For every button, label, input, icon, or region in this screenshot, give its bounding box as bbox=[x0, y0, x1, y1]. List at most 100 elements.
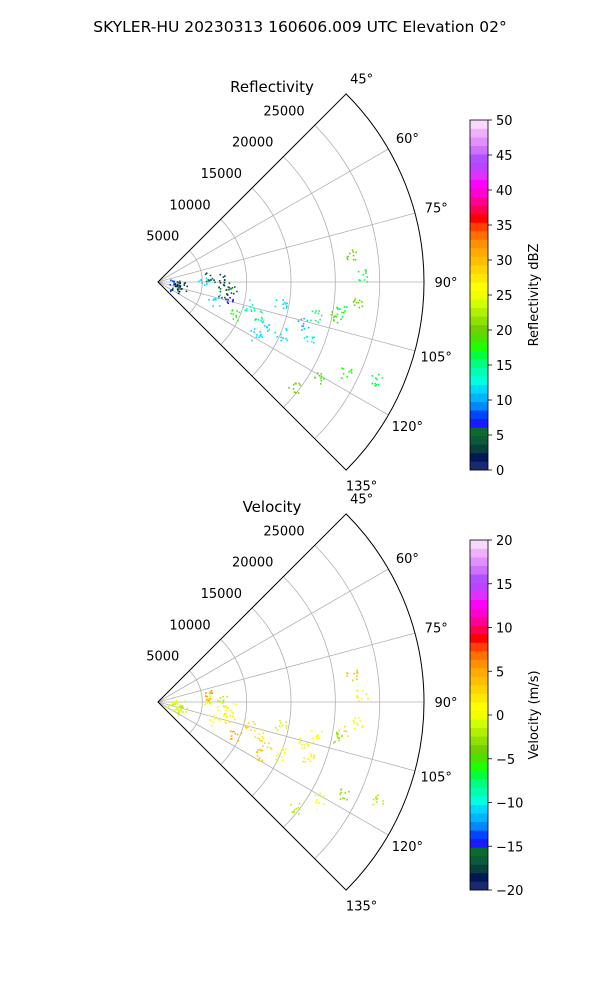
data-point bbox=[294, 382, 297, 385]
colorbar-swatch bbox=[470, 154, 488, 163]
data-point bbox=[377, 384, 380, 386]
colorbar-swatch bbox=[470, 804, 488, 814]
data-point bbox=[375, 795, 378, 798]
data-point bbox=[236, 290, 238, 293]
data-point bbox=[350, 368, 353, 371]
colorbar-swatch bbox=[470, 761, 488, 771]
data-point bbox=[214, 717, 216, 719]
data-point bbox=[228, 721, 231, 723]
data-point bbox=[244, 719, 246, 721]
theta-grid-line bbox=[157, 632, 416, 703]
colorbar-tick-label: 10 bbox=[496, 622, 513, 637]
data-point bbox=[283, 301, 286, 304]
data-point bbox=[342, 368, 345, 370]
data-point bbox=[218, 295, 220, 298]
data-point bbox=[282, 337, 284, 339]
colorbar-tick-label: 0 bbox=[496, 709, 504, 724]
data-point bbox=[374, 385, 377, 387]
data-point bbox=[261, 759, 264, 762]
data-point bbox=[333, 316, 335, 319]
data-point bbox=[280, 750, 283, 753]
data-point bbox=[172, 280, 174, 282]
data-point bbox=[320, 383, 322, 385]
data-point bbox=[244, 725, 247, 728]
data-point bbox=[303, 328, 306, 330]
colorbar-swatch bbox=[470, 213, 488, 223]
data-point bbox=[259, 335, 262, 337]
data-point bbox=[253, 328, 256, 330]
theta-tick-label: 75° bbox=[425, 202, 448, 217]
data-point bbox=[254, 319, 256, 321]
data-point bbox=[336, 731, 338, 734]
data-point bbox=[177, 702, 179, 705]
data-point bbox=[320, 377, 322, 380]
colorbar-tick-label: 15 bbox=[496, 359, 513, 374]
data-point bbox=[174, 283, 176, 286]
data-point bbox=[169, 284, 172, 286]
data-point bbox=[285, 727, 288, 729]
data-point bbox=[337, 737, 340, 739]
colorbar-swatch bbox=[470, 625, 488, 635]
data-point bbox=[365, 272, 367, 274]
colorbar-swatch bbox=[470, 599, 488, 609]
data-point bbox=[219, 273, 222, 276]
data-point bbox=[357, 696, 359, 699]
data-point bbox=[208, 714, 211, 716]
data-point bbox=[235, 703, 237, 706]
data-point bbox=[267, 742, 270, 745]
data-point bbox=[234, 286, 236, 288]
data-point bbox=[211, 724, 213, 727]
data-point bbox=[218, 280, 221, 282]
data-point bbox=[279, 725, 281, 727]
data-point bbox=[375, 797, 377, 799]
data-point bbox=[350, 369, 352, 372]
data-point bbox=[236, 733, 239, 736]
data-point bbox=[200, 279, 202, 282]
data-point bbox=[228, 282, 231, 284]
data-point bbox=[355, 301, 358, 304]
data-point bbox=[299, 384, 302, 386]
data-point bbox=[313, 336, 316, 338]
data-point bbox=[258, 733, 261, 735]
chart-panels: Reflectivity 45°60°75°90°105°120°135°5000… bbox=[146, 72, 542, 914]
data-point bbox=[377, 794, 379, 796]
data-point bbox=[262, 745, 264, 747]
data-point bbox=[356, 695, 358, 697]
data-point bbox=[219, 282, 222, 284]
colorbar-swatch bbox=[470, 145, 488, 155]
data-point bbox=[338, 729, 340, 732]
data-point bbox=[339, 798, 342, 800]
radial-tick-label: 10000 bbox=[169, 618, 210, 633]
data-point bbox=[235, 316, 238, 319]
data-point bbox=[207, 697, 210, 700]
data-point bbox=[182, 711, 184, 713]
data-point bbox=[280, 336, 282, 339]
data-point bbox=[336, 321, 339, 324]
data-point bbox=[310, 753, 312, 756]
data-point bbox=[175, 700, 177, 703]
data-point bbox=[357, 270, 360, 273]
data-point bbox=[211, 277, 214, 280]
data-point bbox=[356, 671, 359, 674]
data-point bbox=[303, 744, 306, 746]
data-point bbox=[307, 758, 309, 760]
data-point bbox=[315, 799, 318, 801]
data-point bbox=[178, 284, 180, 286]
data-point bbox=[180, 288, 182, 290]
data-point bbox=[344, 792, 347, 794]
colorbar-swatch bbox=[470, 633, 488, 643]
data-point bbox=[181, 288, 183, 290]
data-point bbox=[340, 789, 342, 791]
data-point bbox=[205, 272, 208, 274]
theta-grid-line bbox=[157, 568, 389, 703]
colorbar-swatch bbox=[470, 427, 488, 437]
data-point bbox=[218, 297, 220, 299]
data-point bbox=[315, 310, 317, 312]
colorbar-swatch bbox=[470, 418, 488, 428]
theta-grid-line bbox=[157, 148, 389, 283]
data-point bbox=[356, 678, 358, 681]
data-point bbox=[293, 811, 296, 813]
data-point bbox=[312, 757, 315, 760]
data-point bbox=[259, 749, 262, 752]
data-point bbox=[302, 323, 305, 325]
